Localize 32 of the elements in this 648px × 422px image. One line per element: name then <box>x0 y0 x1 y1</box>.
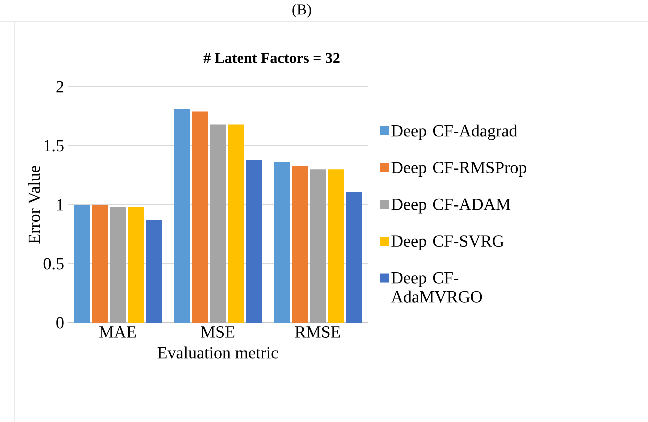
bar <box>174 109 190 323</box>
x-tick-label: MAE <box>100 326 136 338</box>
bar <box>246 160 262 323</box>
legend-label: Deep CF-AdaMVRGO <box>391 272 482 303</box>
y-axis-title: Error Value <box>28 166 40 244</box>
bar <box>228 124 244 323</box>
chart-title: # Latent Factors = 32 <box>204 53 340 64</box>
bar <box>346 192 362 323</box>
legend-label: Deep CF-Adagrad <box>392 124 518 140</box>
bar <box>92 204 108 323</box>
legend-label: Deep CF-ADAM <box>392 198 511 214</box>
bar <box>192 112 208 323</box>
bar <box>74 204 90 323</box>
legend-label: Deep CF-RMSProp <box>392 162 527 178</box>
bar <box>274 162 290 323</box>
y-tick-label: 0.5 <box>44 258 64 270</box>
bar <box>310 170 326 323</box>
x-axis-title: Evaluation metric <box>158 346 278 359</box>
x-tick-label: RMSE <box>295 326 340 338</box>
bar <box>210 124 226 323</box>
bar <box>146 220 162 323</box>
bar <box>110 207 126 323</box>
bar <box>328 170 344 323</box>
bar <box>128 207 144 323</box>
y-tick-label: 2 <box>56 81 64 93</box>
x-tick-label: MSE <box>201 326 235 338</box>
y-tick-label: 1 <box>57 199 64 211</box>
legend-label: Deep CF-SVRG <box>392 236 504 251</box>
text: (B) <box>292 4 312 18</box>
bar <box>292 166 308 323</box>
y-tick-label: 1.5 <box>44 140 64 152</box>
y-tick-label: 0 <box>56 317 64 329</box>
